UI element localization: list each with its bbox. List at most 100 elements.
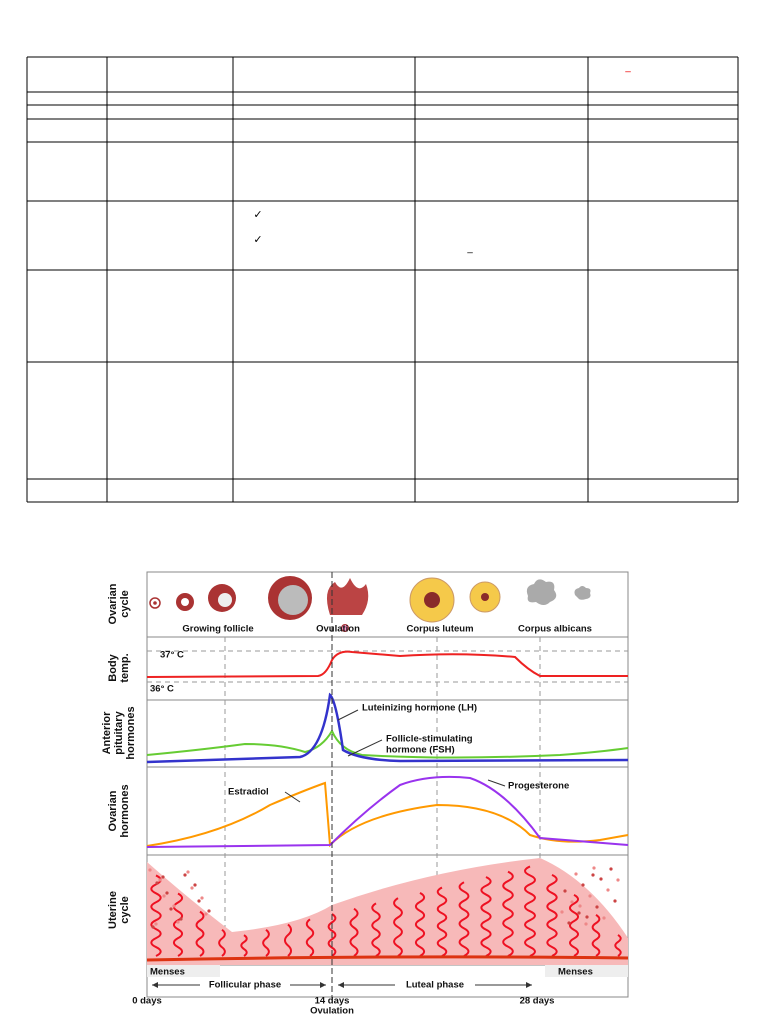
menses-dot: [577, 911, 581, 915]
temp-label: 36° C: [150, 684, 174, 695]
phase-arrow: [526, 982, 532, 988]
follicle: [181, 598, 189, 606]
hormone-label: Progesterone: [508, 781, 569, 792]
menses-dot: [169, 907, 173, 911]
menses-dot: [204, 912, 208, 916]
gland: [458, 881, 470, 957]
phase-label: Luteal phase: [406, 980, 464, 991]
menses-label: Menses: [150, 967, 185, 978]
gland: [172, 892, 184, 957]
menses-dot: [172, 904, 176, 908]
table-grid: [26, 56, 739, 503]
menses-dot: [162, 894, 166, 898]
follicle: [153, 601, 157, 605]
check-mark: ✓: [253, 209, 262, 221]
stage-label: Growing follicle: [182, 624, 253, 635]
estradiol-curve: [146, 781, 629, 848]
menses-dot: [563, 889, 567, 893]
leader-line: [347, 739, 383, 757]
day-label: 14 days: [315, 996, 350, 1007]
panel-label: hormones: [125, 706, 137, 759]
menses-dot: [567, 921, 571, 925]
check-mark: ✓: [253, 234, 262, 246]
menses-dot: [591, 873, 595, 877]
panel-label: cycle: [119, 590, 131, 618]
menses-dot: [148, 868, 152, 872]
follicle: [278, 585, 308, 615]
hormone-label: hormone (FSH): [386, 745, 455, 756]
stage-label: Corpus luteum: [406, 624, 473, 635]
gland: [614, 934, 622, 957]
gland: [546, 874, 558, 957]
menses-dot: [609, 867, 613, 871]
menses-dot: [176, 920, 180, 924]
menses-dot: [584, 922, 588, 926]
menses-dot: [158, 878, 162, 882]
panel-label: hormones: [119, 784, 131, 837]
ovulating-follicle: [326, 578, 369, 615]
menses-dot: [602, 916, 606, 920]
panel-label: Ovarian: [107, 583, 119, 624]
dash-mark: –: [625, 67, 631, 78]
menses-dot: [193, 883, 197, 887]
phase-arrow: [152, 982, 158, 988]
corpus-luteum: [424, 592, 440, 608]
follicle: [218, 593, 232, 607]
panel-label: Ovarian: [107, 790, 119, 831]
corpus-albicans: [574, 586, 591, 600]
panel-label: Body: [107, 653, 119, 681]
corpus-luteum: [481, 593, 489, 601]
gland: [349, 907, 359, 957]
leader-line: [487, 779, 506, 787]
gland: [568, 894, 580, 957]
gland: [150, 874, 162, 957]
progesterone-curve: [146, 775, 629, 848]
hormone-label: Estradiol: [228, 787, 269, 798]
menses-dot: [616, 878, 620, 882]
panel-label: cycle: [119, 896, 131, 924]
uterine-glands: [148, 865, 622, 957]
menses-dot: [606, 888, 610, 892]
body-temp-curve: [146, 650, 628, 678]
panel-label: temp.: [119, 653, 131, 682]
gland: [195, 910, 205, 957]
gland: [371, 902, 381, 957]
gland: [283, 923, 293, 957]
menses-dot: [578, 904, 582, 908]
panel-label: pituitary: [113, 710, 125, 754]
gland: [240, 934, 248, 957]
leader-line: [284, 791, 301, 803]
menses-dot: [599, 877, 603, 881]
gland: [262, 929, 270, 957]
leader-line: [337, 709, 359, 721]
menses-dot: [588, 894, 592, 898]
menses-dot: [179, 917, 183, 921]
uterine-base: [146, 955, 629, 962]
gland: [502, 870, 514, 957]
menses-dot: [190, 886, 194, 890]
gland: [218, 928, 226, 957]
menses-band: [545, 965, 628, 977]
gland: [480, 876, 492, 957]
menses-dot: [592, 866, 596, 870]
gland: [414, 891, 426, 957]
corpus-albicans: [526, 579, 557, 605]
menses-dot: [574, 872, 578, 876]
fsh-curve: [146, 728, 629, 759]
diagram: Growing follicle Ovulation Corpus luteum…: [101, 571, 629, 1017]
phase-arrow: [338, 982, 344, 988]
stage-label: Corpus albicans: [518, 624, 592, 635]
hormone-label: Luteinizing hormone (LH): [362, 703, 477, 714]
dash-mark: –: [467, 248, 473, 259]
menses-dot: [560, 910, 564, 914]
menses-label: Menses: [558, 967, 593, 978]
panel-label: Anterior: [101, 711, 113, 755]
ovum: [341, 624, 349, 632]
menses-dot: [595, 905, 599, 909]
hormone-label: Follicle-stimulating: [386, 734, 473, 745]
gland: [327, 913, 337, 957]
menses-dot: [186, 870, 190, 874]
